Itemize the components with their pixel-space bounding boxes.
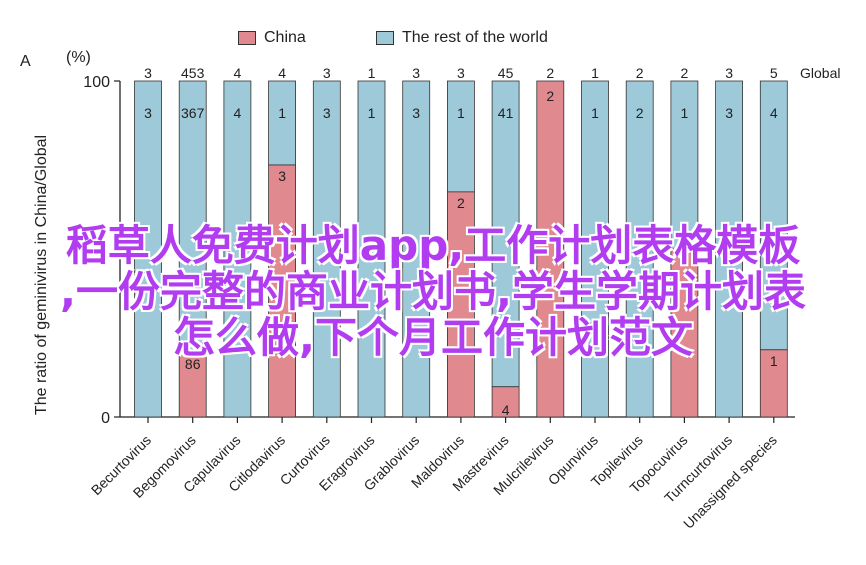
bar-china-segment [268,164,297,418]
bar-rest-label: 367 [181,105,205,121]
global-total-label: 2 [636,65,644,81]
bar-rest-segment [670,80,699,250]
bar-rest-label: 4 [770,105,778,121]
global-total-label: 3 [323,65,331,81]
legend-item-rest: The rest of the world [376,29,548,47]
legend-swatch-china [238,31,256,45]
global-total-label: 5 [770,65,778,81]
watermark-line-3: 怎么做,下个月工作计划范文 [173,313,693,362]
bar-china-segment [670,248,699,418]
bar-rest-segment [402,80,431,418]
watermark-line-1: 稻草人免费计划app,工作计划表格模板 [65,221,801,270]
global-total-label: 1 [368,65,376,81]
bar-china-segment [536,80,565,418]
global-total-label: 4 [278,65,286,81]
global-total-label: 453 [181,65,205,81]
bar-rest-label: 1 [681,105,689,121]
global-total-label: 4 [234,65,242,81]
y-unit-label: (%) [66,49,91,66]
bar-rest-label: 4 [234,105,242,121]
global-total-label: 3 [725,65,733,81]
bar-rest-label: 3 [725,105,733,121]
bar-rest-segment [491,80,520,388]
bar-china-label: 2 [457,195,465,211]
legend-item-china: China [238,29,306,47]
panel-label: A [20,53,31,70]
bar-china-label: 3 [278,168,286,184]
bar-rest-segment [134,80,162,418]
bar-rest-segment [759,80,788,351]
global-total-label: 3 [144,65,152,81]
bar-rest-label: 41 [498,105,514,121]
bar-rest-label: 3 [412,105,420,121]
bar-rest-label: 1 [457,105,465,121]
bar-rest-segment [625,80,654,418]
legend-swatch-rest [376,31,394,45]
global-total-label: 3 [412,65,420,81]
y-tick-label: 100 [83,74,110,91]
plot-area: 010033Becurtovirus36786453Begomovirus44C… [83,65,795,532]
bar-rest-segment [446,80,475,193]
bar-rest-segment [715,80,743,418]
bar-china-segment [759,349,788,418]
bar-rest-label: 1 [278,105,286,121]
bar-rest-label: 1 [591,105,599,121]
legend-label-rest: The rest of the world [402,29,548,46]
bar-rest-segment [268,80,297,166]
global-total-label: 3 [457,65,465,81]
y-tick-label: 0 [101,410,110,427]
bar-china-label: 2 [546,88,554,104]
global-total-label: 2 [546,65,554,81]
bar-rest-label: 1 [368,105,376,121]
bar-rest-segment [223,80,252,418]
global-total-label: 45 [498,65,514,81]
y-axis-title: The ratio of geminivirus in China/Global [33,135,50,415]
bar-china-label: 86 [185,356,201,372]
bar-rest-segment [581,80,609,418]
watermark-line-2: ,一份完整的商业计划书,学生学期计划表 [60,267,806,316]
global-total-label: 2 [681,65,689,81]
bar-rest-segment [357,80,386,418]
bar-china-label: 1 [681,252,689,268]
global-total-label: 1 [591,65,599,81]
bar-rest-label: 2 [636,105,644,121]
bar-china-segment [446,191,475,418]
bar-rest-label: 3 [144,105,152,121]
bar-china-label: 1 [770,353,778,369]
global-header: Global [800,65,840,81]
bar-china-segment [491,386,520,418]
bar-china-label: 4 [502,402,510,418]
legend-label-china: China [264,29,306,46]
bar-rest-label: 3 [323,105,331,121]
